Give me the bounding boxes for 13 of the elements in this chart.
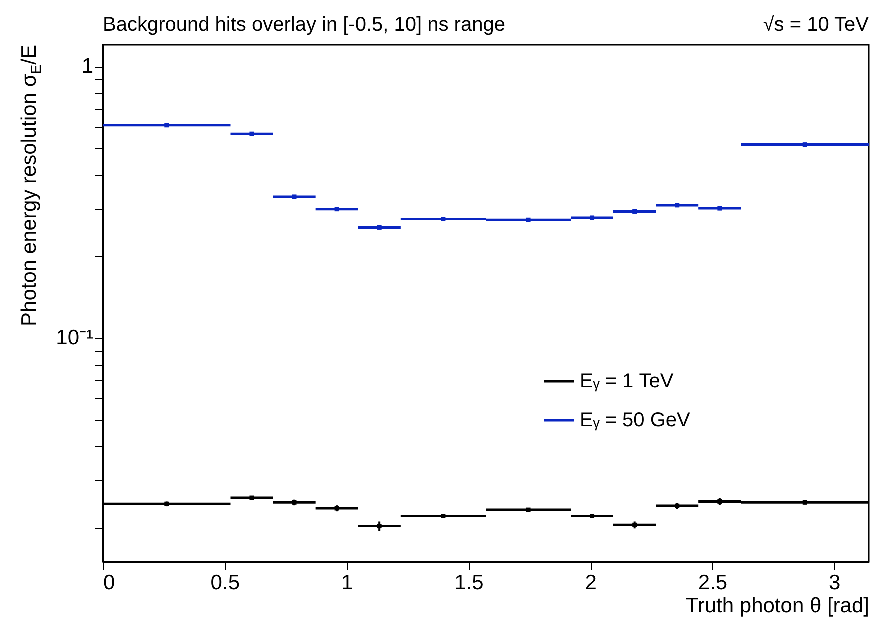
x-axis-title: Truth photon θ [rad] [686,594,870,618]
x-tick-label: 2.5 [698,572,728,594]
legend-label: Eᵧ = 50 GeV [580,410,692,432]
x-tick-label: 0 [104,572,116,594]
x-tick-label: 2 [585,572,597,594]
legend-label: Eᵧ = 1 TeV [580,370,674,392]
y-tick-label: 10⁻¹ [56,326,94,350]
x-tick-label: 1.5 [454,572,484,594]
chart-title: Background hits overlay in [-0.5, 10] ns range [103,14,506,36]
text: √s = 10 TeV [763,14,870,36]
x-tick-label: 0.5 [210,572,240,594]
x-tick-label: 3 [829,572,841,594]
x-tick-label: 1 [341,572,354,594]
